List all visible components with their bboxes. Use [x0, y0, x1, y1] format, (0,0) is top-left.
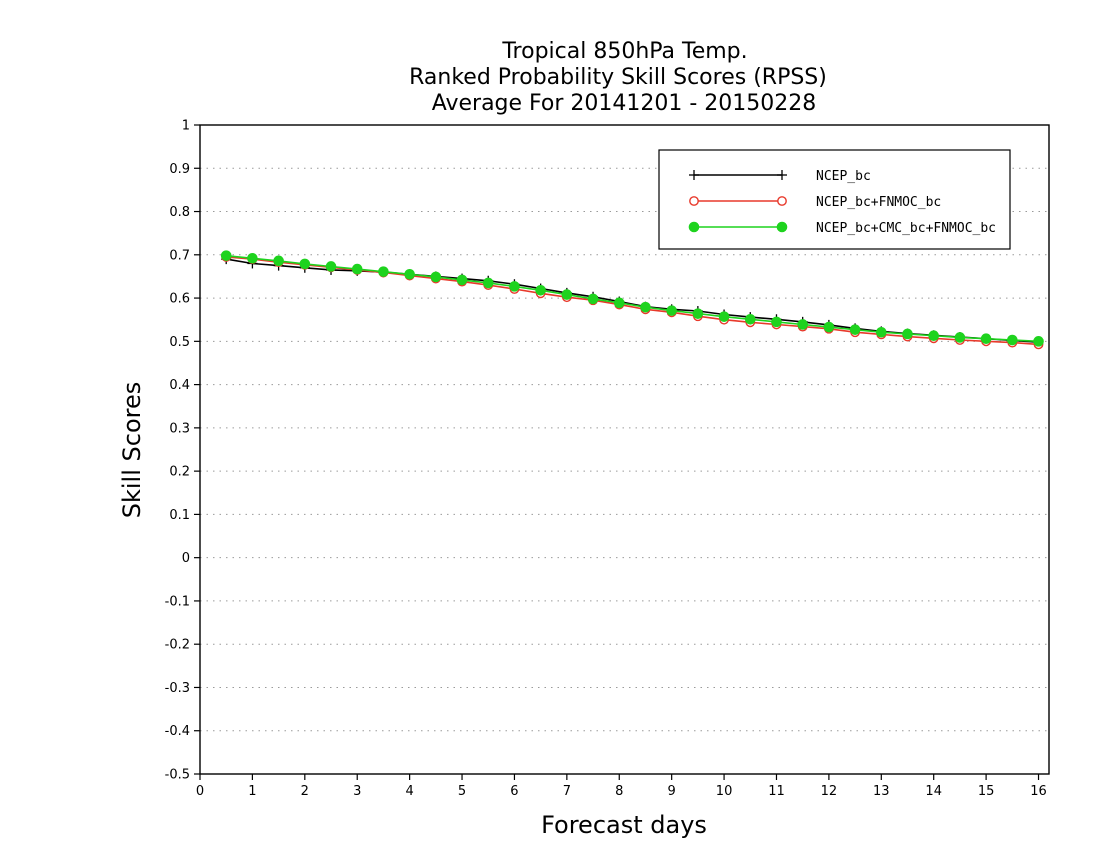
data-point — [351, 263, 363, 275]
legend-marker — [777, 196, 787, 206]
data-point — [692, 308, 704, 319]
data-point — [587, 293, 599, 305]
x-tick-label: 11 — [768, 784, 785, 799]
x-tick-label: 14 — [925, 784, 942, 799]
data-point — [849, 324, 861, 335]
y-tick-label: 0.5 — [169, 335, 190, 350]
title-line-3: Average For 20141201 - 20150228 — [432, 91, 817, 116]
data-point — [640, 301, 651, 313]
data-point — [535, 284, 546, 296]
data-point — [875, 326, 887, 338]
x-tick-label: 3 — [353, 784, 361, 799]
data-point — [1033, 336, 1044, 347]
x-tick-label: 13 — [873, 784, 890, 799]
legend-label: NCEP_bc+CMC_bc+FNMOC_bc — [816, 221, 996, 236]
x-tick-label: 15 — [978, 784, 995, 799]
y-tick-label: 0.7 — [169, 248, 190, 263]
x-tick-label: 7 — [563, 784, 571, 799]
series-line — [226, 254, 1039, 343]
legend-label: NCEP_bc — [816, 169, 871, 184]
data-point — [456, 274, 468, 286]
y-tick-label: 0.4 — [169, 378, 190, 393]
x-tick-label: 1 — [248, 784, 256, 799]
x-tick-label: 2 — [301, 784, 309, 799]
data-point — [273, 255, 284, 267]
data-point — [325, 261, 337, 272]
y-tick-label: 0.1 — [169, 508, 190, 523]
x-tick-label: 5 — [458, 784, 466, 799]
data-point — [797, 319, 808, 330]
title-line-1: Tropical 850hPa Temp. — [501, 39, 747, 64]
y-tick-label: 0.8 — [169, 205, 190, 220]
series-layer — [220, 250, 1044, 350]
legend-box — [658, 149, 1011, 250]
legend-marker — [688, 221, 700, 233]
y-tick-label: 0.6 — [169, 292, 190, 307]
legend-marker — [689, 170, 699, 180]
y-tick-label: 0.9 — [169, 162, 190, 177]
y-tick-label: 0.2 — [169, 465, 190, 480]
chart-title: Tropical 850hPa Temp. Ranked Probability… — [409, 39, 827, 116]
x-tick-label: 8 — [615, 784, 623, 799]
x-tick-label: 12 — [821, 784, 838, 799]
data-point — [823, 321, 835, 333]
legend-entry: NCEP_bc+CMC_bc+FNMOC_bc — [688, 221, 996, 236]
grid-lines — [200, 167, 1049, 732]
legend-marker — [776, 221, 788, 233]
data-point — [1007, 334, 1018, 346]
legend-marker — [777, 170, 787, 180]
title-line-2: Ranked Probability Skill Scores (RPSS) — [409, 65, 827, 90]
x-tick-label: 0 — [196, 784, 204, 799]
data-point — [299, 258, 311, 270]
data-point — [954, 332, 966, 343]
x-tick-label: 16 — [1030, 784, 1047, 799]
legend-entry: NCEP_bc+FNMOC_bc — [689, 195, 941, 210]
data-point — [613, 297, 625, 309]
series-line — [226, 258, 1039, 343]
y-axis: -0.5 -0.4 -0.3 -0.2 -0.1 0 0.1 0.2 0.3 0.4 0.5 0.6 0… — [165, 119, 200, 783]
x-tick-label: 10 — [716, 784, 733, 799]
data-point — [771, 316, 782, 328]
y-tick-label: -0.1 — [165, 594, 190, 609]
y-tick-label: -0.2 — [165, 638, 190, 653]
data-point — [744, 313, 756, 325]
y-tick-label: -0.5 — [165, 768, 190, 783]
x-tick-label: 9 — [668, 784, 676, 799]
data-point — [220, 250, 232, 261]
plot-frame — [199, 124, 1050, 775]
x-axis: 0 1 2 3 4 5 6 7 8 9 10 11 12 13 14 15 16 — [196, 774, 1047, 799]
data-point — [928, 330, 940, 342]
data-point — [378, 266, 389, 277]
x-tick-label: 4 — [405, 784, 413, 799]
y-tick-label: 0 — [182, 551, 190, 566]
legend: NCEP_bc NCEP_bc+FNMOC_bc NCEP_bc+CMC_bc+FN… — [658, 149, 1011, 250]
legend-label: NCEP_bc+FNMOC_bc — [816, 195, 941, 210]
y-tick-label: 1 — [182, 119, 190, 134]
data-point — [561, 289, 573, 300]
data-point — [404, 268, 415, 280]
data-point — [247, 252, 258, 264]
x-axis-title: Forecast days — [541, 811, 707, 839]
y-axis-title: Skill Scores — [118, 382, 146, 519]
data-point — [509, 281, 520, 292]
data-point — [430, 271, 442, 283]
legend-entry: NCEP_bc — [689, 169, 871, 184]
legend-marker — [689, 196, 699, 206]
y-tick-label: -0.4 — [165, 724, 190, 739]
data-point — [666, 305, 677, 316]
y-tick-label: -0.3 — [165, 681, 190, 696]
data-point — [980, 333, 992, 345]
series-3 — [220, 250, 1044, 347]
x-tick-label: 6 — [510, 784, 518, 799]
data-point — [718, 311, 730, 322]
data-point — [482, 277, 494, 289]
data-point — [902, 328, 913, 340]
y-tick-label: 0.3 — [169, 421, 190, 436]
